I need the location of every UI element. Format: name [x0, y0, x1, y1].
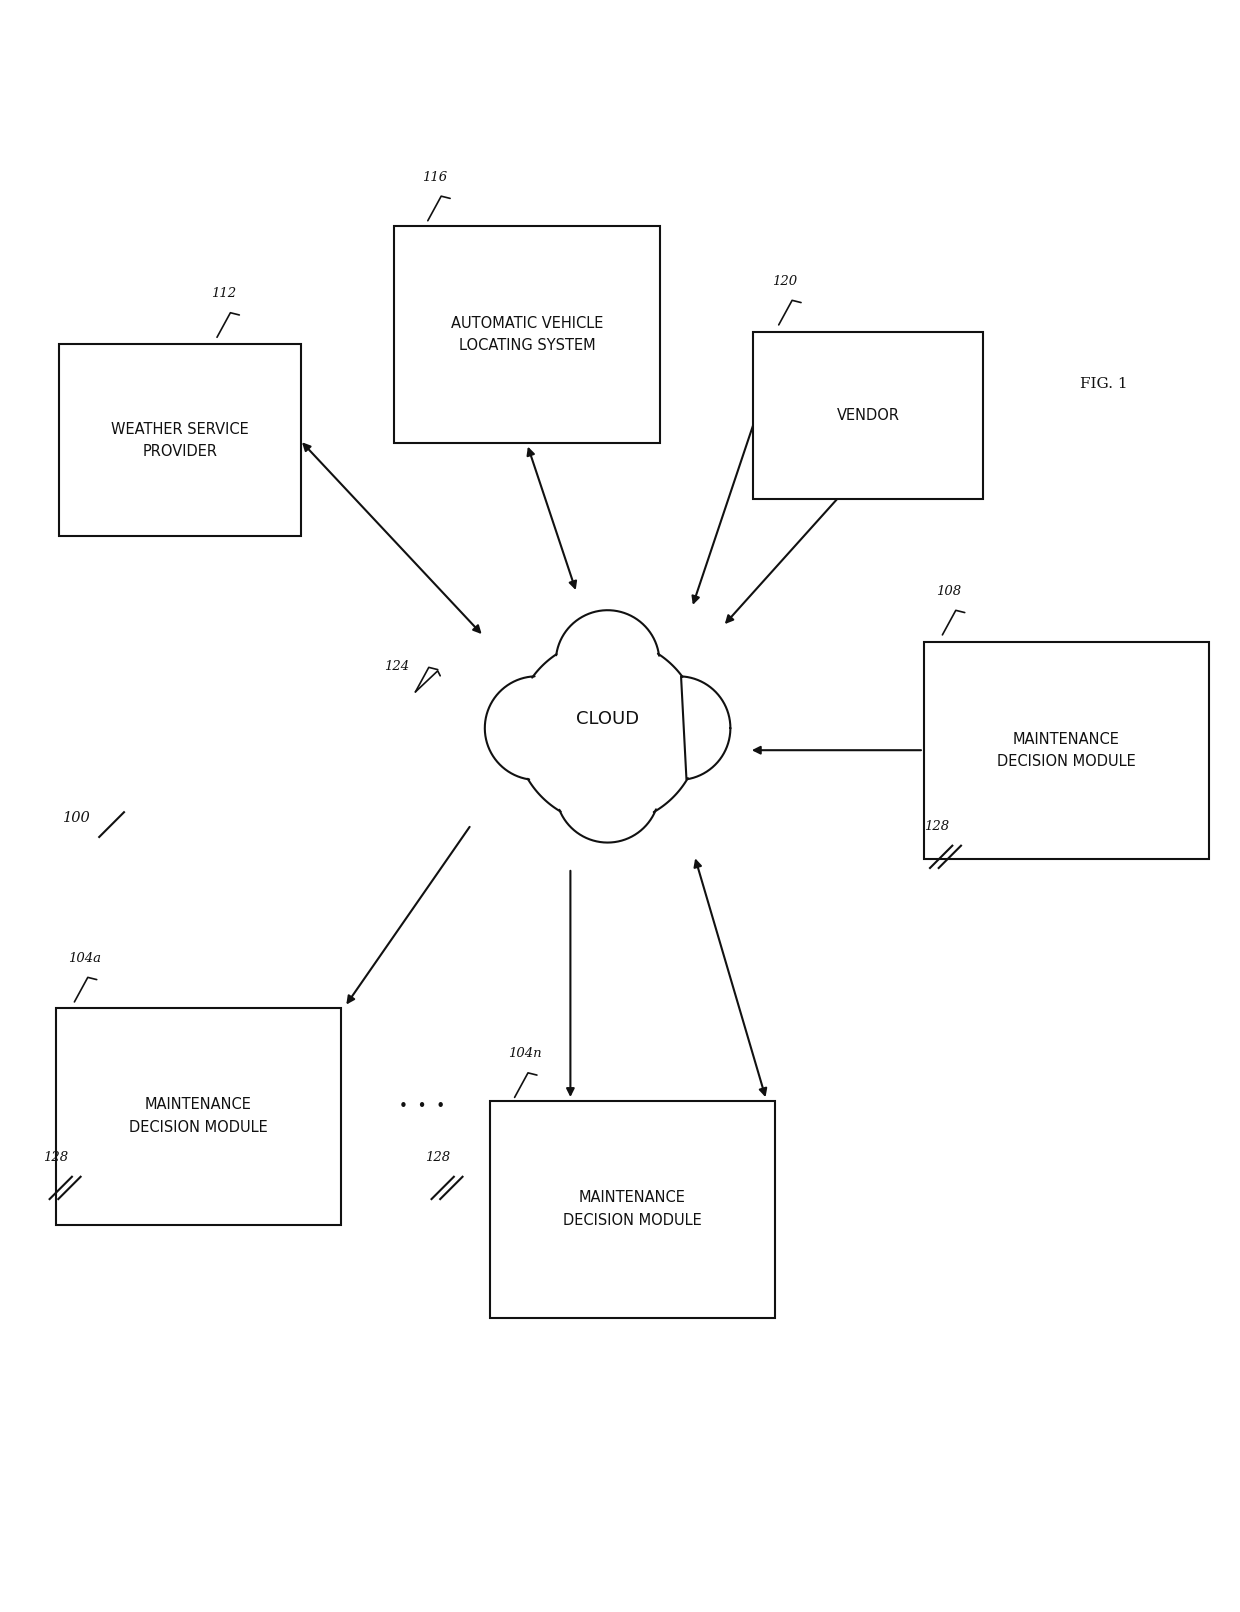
Bar [394, 226, 660, 443]
Text: MAINTENANCE
DECISION MODULE: MAINTENANCE DECISION MODULE [129, 1098, 268, 1135]
Text: VENDOR: VENDOR [837, 408, 899, 422]
Bar [753, 332, 982, 500]
Text: 100: 100 [63, 811, 91, 825]
Text: 128: 128 [43, 1151, 68, 1164]
Circle shape [556, 738, 660, 843]
Text: AUTOMATIC VEHICLE
LOCATING SYSTEM: AUTOMATIC VEHICLE LOCATING SYSTEM [451, 316, 603, 353]
Circle shape [515, 638, 701, 824]
Text: 128: 128 [924, 821, 949, 833]
Text: 116: 116 [422, 171, 446, 184]
Text: FIG. 1: FIG. 1 [1080, 377, 1127, 392]
Text: MAINTENANCE
DECISION MODULE: MAINTENANCE DECISION MODULE [997, 732, 1136, 769]
Text: WEATHER SERVICE
PROVIDER: WEATHER SERVICE PROVIDER [110, 422, 249, 459]
Text: 120: 120 [773, 274, 797, 287]
Bar [56, 1008, 341, 1225]
Text: 108: 108 [936, 585, 961, 598]
Bar [490, 1101, 775, 1317]
Text: MAINTENANCE
DECISION MODULE: MAINTENANCE DECISION MODULE [563, 1190, 702, 1228]
Text: 124: 124 [384, 661, 409, 674]
Text: 112: 112 [211, 287, 236, 300]
Circle shape [556, 611, 660, 714]
Circle shape [626, 677, 730, 780]
Text: 128: 128 [425, 1151, 450, 1164]
Bar [58, 343, 300, 537]
Text: 104n: 104n [508, 1048, 542, 1061]
Circle shape [485, 677, 589, 780]
Text: CLOUD: CLOUD [577, 711, 639, 729]
Text: •  •  •: • • • [398, 1099, 445, 1114]
Text: 104a: 104a [68, 951, 102, 964]
Bar [924, 642, 1209, 859]
